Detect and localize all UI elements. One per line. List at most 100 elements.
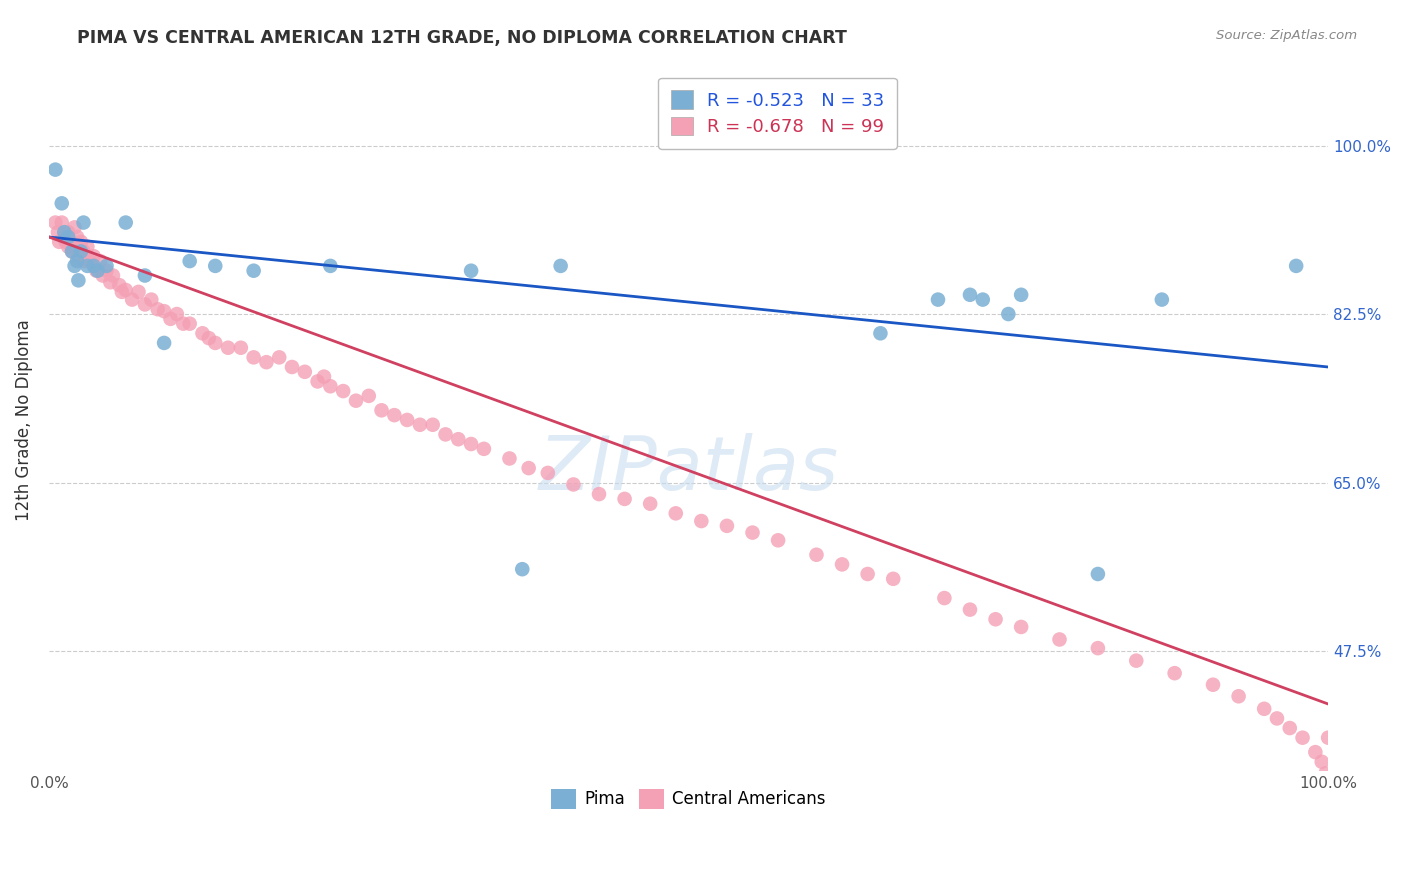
Point: [613, 491, 636, 506]
Point: [128, 285, 150, 299]
Point: [510, 562, 533, 576]
Point: [357, 389, 380, 403]
Point: [63, 220, 86, 235]
Point: [217, 341, 239, 355]
Point: [55, 235, 77, 249]
Point: [831, 558, 853, 572]
Point: [396, 413, 419, 427]
Point: [537, 466, 560, 480]
Text: Source: ZipAtlas.com: Source: ZipAtlas.com: [1216, 29, 1357, 42]
Legend: Pima, Central Americans: Pima, Central Americans: [544, 782, 832, 816]
Point: [96, 259, 118, 273]
Point: [716, 519, 738, 533]
Point: [1163, 666, 1185, 681]
Point: [517, 461, 540, 475]
Point: [927, 293, 949, 307]
Point: [269, 351, 291, 365]
Point: [114, 283, 136, 297]
Point: [344, 393, 367, 408]
Point: [59, 235, 82, 249]
Point: [86, 263, 108, 277]
Point: [70, 244, 93, 259]
Point: [319, 259, 342, 273]
Point: [67, 273, 90, 287]
Point: [121, 293, 143, 307]
Point: [1010, 620, 1032, 634]
Point: [312, 369, 335, 384]
Point: [856, 566, 879, 581]
Point: [1227, 690, 1250, 704]
Point: [204, 335, 226, 350]
Point: [166, 307, 188, 321]
Point: [72, 216, 94, 230]
Point: [934, 591, 956, 605]
Point: [153, 335, 176, 350]
Point: [141, 293, 163, 307]
Point: [159, 311, 181, 326]
Point: [100, 275, 122, 289]
Point: [179, 254, 201, 268]
Text: ZIPatlas: ZIPatlas: [538, 434, 838, 505]
Point: [690, 514, 713, 528]
Point: [294, 365, 316, 379]
Point: [332, 384, 354, 398]
Point: [959, 602, 981, 616]
Point: [56, 225, 79, 239]
Point: [869, 326, 891, 341]
Point: [472, 442, 495, 456]
Point: [153, 304, 176, 318]
Point: [66, 230, 89, 244]
Point: [60, 244, 83, 259]
Point: [198, 331, 221, 345]
Point: [134, 268, 156, 283]
Point: [1202, 678, 1225, 692]
Point: [73, 254, 96, 268]
Point: [84, 263, 107, 277]
Point: [242, 263, 264, 277]
Point: [89, 254, 111, 268]
Point: [53, 225, 76, 239]
Point: [319, 379, 342, 393]
Point: [562, 477, 585, 491]
Point: [1310, 755, 1333, 769]
Point: [972, 293, 994, 307]
Point: [638, 497, 661, 511]
Point: [96, 263, 118, 277]
Point: [91, 268, 114, 283]
Point: [307, 375, 329, 389]
Point: [460, 263, 482, 277]
Point: [1150, 293, 1173, 307]
Y-axis label: 12th Grade, No Diploma: 12th Grade, No Diploma: [15, 319, 32, 521]
Point: [665, 506, 688, 520]
Point: [70, 235, 93, 249]
Point: [281, 359, 304, 374]
Point: [51, 216, 73, 230]
Point: [44, 216, 66, 230]
Point: [382, 408, 405, 422]
Point: [53, 230, 76, 244]
Point: [1315, 766, 1337, 780]
Point: [370, 403, 392, 417]
Point: [806, 548, 828, 562]
Point: [997, 307, 1019, 321]
Point: [1087, 566, 1109, 581]
Point: [76, 259, 98, 273]
Point: [204, 259, 226, 273]
Point: [111, 285, 134, 299]
Point: [46, 225, 69, 239]
Point: [79, 254, 101, 268]
Point: [56, 230, 79, 244]
Point: [422, 417, 444, 432]
Point: [588, 487, 610, 501]
Point: [242, 351, 264, 365]
Point: [741, 525, 763, 540]
Point: [1125, 654, 1147, 668]
Point: [114, 216, 136, 230]
Point: [172, 317, 194, 331]
Point: [191, 326, 214, 341]
Point: [56, 240, 79, 254]
Point: [409, 417, 432, 432]
Point: [447, 432, 470, 446]
Point: [76, 240, 98, 254]
Point: [550, 259, 572, 273]
